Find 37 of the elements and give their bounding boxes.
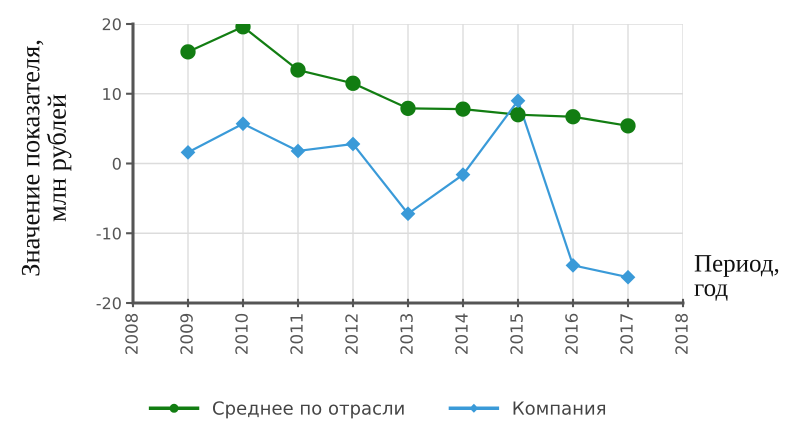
x-tick-label: 2012 xyxy=(345,314,358,354)
y-axis-title: Значение показателя, млн рублей xyxy=(22,40,72,276)
x-tick-label: 2018 xyxy=(675,314,688,354)
point xyxy=(455,101,471,117)
point xyxy=(180,44,196,60)
point xyxy=(565,109,581,124)
x-tick-label: 2009 xyxy=(180,314,193,354)
x-tick-label: 2010 xyxy=(235,314,248,354)
x-tick-label: 2017 xyxy=(620,314,633,354)
point xyxy=(290,62,306,78)
x-axis-title: Период, год xyxy=(694,255,778,301)
point xyxy=(400,206,416,221)
point xyxy=(456,168,470,182)
y-tick-label: -20 xyxy=(96,297,121,310)
x-tick-label: 2014 xyxy=(455,314,468,354)
y-tick-label: -10 xyxy=(96,227,121,240)
point xyxy=(510,107,526,122)
x-tick-label: 2008 xyxy=(125,314,138,354)
y-tick-label: 20 xyxy=(102,18,121,30)
point xyxy=(566,258,580,272)
x-tick-label: 2016 xyxy=(565,314,578,354)
point xyxy=(180,145,196,160)
x-tick-label: 2013 xyxy=(400,314,413,354)
y-tick-label: 0 xyxy=(112,158,121,170)
x-tick-label: 2011 xyxy=(290,314,303,354)
x-tick-label: 2015 xyxy=(510,314,523,354)
point xyxy=(345,76,361,91)
point xyxy=(236,116,250,131)
point xyxy=(510,94,526,108)
point xyxy=(290,144,306,158)
point xyxy=(620,118,636,134)
point xyxy=(620,270,636,284)
y-tick-label: 10 xyxy=(103,88,121,100)
legend-label: Компания xyxy=(514,401,606,415)
legend-label: Среднее по отрасли xyxy=(212,401,404,418)
point xyxy=(346,136,360,152)
point xyxy=(400,100,416,116)
